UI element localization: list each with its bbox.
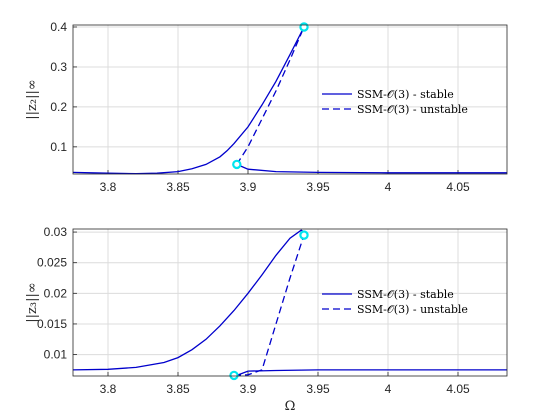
bottom-legend-unstable-label: SSM-𝒪(3) - unstable <box>357 303 468 316</box>
bottom-x-tick-label: 4 <box>385 382 392 396</box>
bottom-grid <box>73 229 507 376</box>
top-x-tick-label: 3.8 <box>100 180 117 194</box>
top-panel: 3.8 3.85 3.9 3.95 4 4.05 0.1 0.2 0.3 0.4 ||z₂||∞… <box>25 20 508 194</box>
top-series-stable-line <box>236 163 507 174</box>
top-markers <box>232 22 309 170</box>
bottom-bifurcation-marker <box>299 230 309 240</box>
bottom-y-axis-label: ||z₃||∞ <box>25 282 40 322</box>
bottom-y-tick-label: 0.01 <box>44 348 68 362</box>
bottom-y-tick-label: 0.03 <box>44 225 68 239</box>
top-bifurcation-marker <box>232 159 242 170</box>
bottom-series <box>72 229 507 377</box>
bottom-legend-stable-label: SSM-𝒪(3) - stable <box>357 288 454 301</box>
bottom-x-tick-label: 3.9 <box>240 382 257 396</box>
top-series <box>72 26 507 175</box>
top-legend: SSM-𝒪(3) - stable SSM-𝒪(3) - unstable <box>322 88 468 116</box>
top-y-tick-labels: 0.1 0.2 0.3 0.4 <box>50 20 67 154</box>
top-x-tick-label: 3.9 <box>240 180 257 194</box>
bottom-x-tick-label: 3.85 <box>166 382 190 396</box>
top-series-stable-line <box>72 26 305 175</box>
bottom-y-tick-label: 0.02 <box>44 286 68 300</box>
top-y-tick-label: 0.2 <box>50 100 67 114</box>
top-axes-frame <box>72 24 508 175</box>
top-x-tick-label: 4.05 <box>446 180 470 194</box>
bottom-series-stable-line <box>236 369 507 377</box>
top-y-tick-label: 0.3 <box>50 60 67 74</box>
bottom-x-tick-label: 3.95 <box>306 382 330 396</box>
bottom-x-tick-label: 3.8 <box>100 382 117 396</box>
top-y-axis-label: ||z₂||∞ <box>25 79 40 119</box>
top-legend-stable-label: SSM-𝒪(3) - stable <box>357 88 454 101</box>
top-series-unstable-line <box>236 26 305 165</box>
top-x-tick-label: 3.95 <box>306 180 330 194</box>
top-grid <box>73 25 507 174</box>
bottom-y-tick-label: 0.025 <box>37 256 67 270</box>
bottom-y-tick-labels: 0.01 0.015 0.02 0.025 0.03 <box>37 225 67 362</box>
top-y-tick-label: 0.1 <box>50 140 67 154</box>
top-bifurcation-marker <box>299 22 309 32</box>
bottom-bifurcation-marker <box>229 370 239 381</box>
top-legend-unstable-label: SSM-𝒪(3) - unstable <box>357 103 468 116</box>
top-x-tick-labels: 3.8 3.85 3.9 3.95 4 4.05 <box>100 180 470 194</box>
top-y-tick-label: 0.4 <box>50 20 67 34</box>
bottom-y-tick-label: 0.015 <box>37 317 67 331</box>
bottom-x-tick-labels: 3.8 3.85 3.9 3.95 4 4.05 <box>100 382 470 396</box>
bottom-axes-frame <box>72 228 508 377</box>
bottom-series-stable-line <box>72 229 308 371</box>
bottom-series-unstable-line <box>233 234 305 377</box>
bottom-x-tick-label: 4.05 <box>446 382 470 396</box>
top-x-tick-label: 3.85 <box>166 180 190 194</box>
bottom-legend: SSM-𝒪(3) - stable SSM-𝒪(3) - unstable <box>322 288 468 316</box>
bottom-x-axis-label: Ω <box>285 399 296 414</box>
bottom-markers <box>229 230 309 381</box>
top-x-tick-label: 4 <box>385 180 392 194</box>
bottom-panel: 3.8 3.85 3.9 3.95 4 4.05 0.010.0150.020.0250.… <box>25 225 508 414</box>
